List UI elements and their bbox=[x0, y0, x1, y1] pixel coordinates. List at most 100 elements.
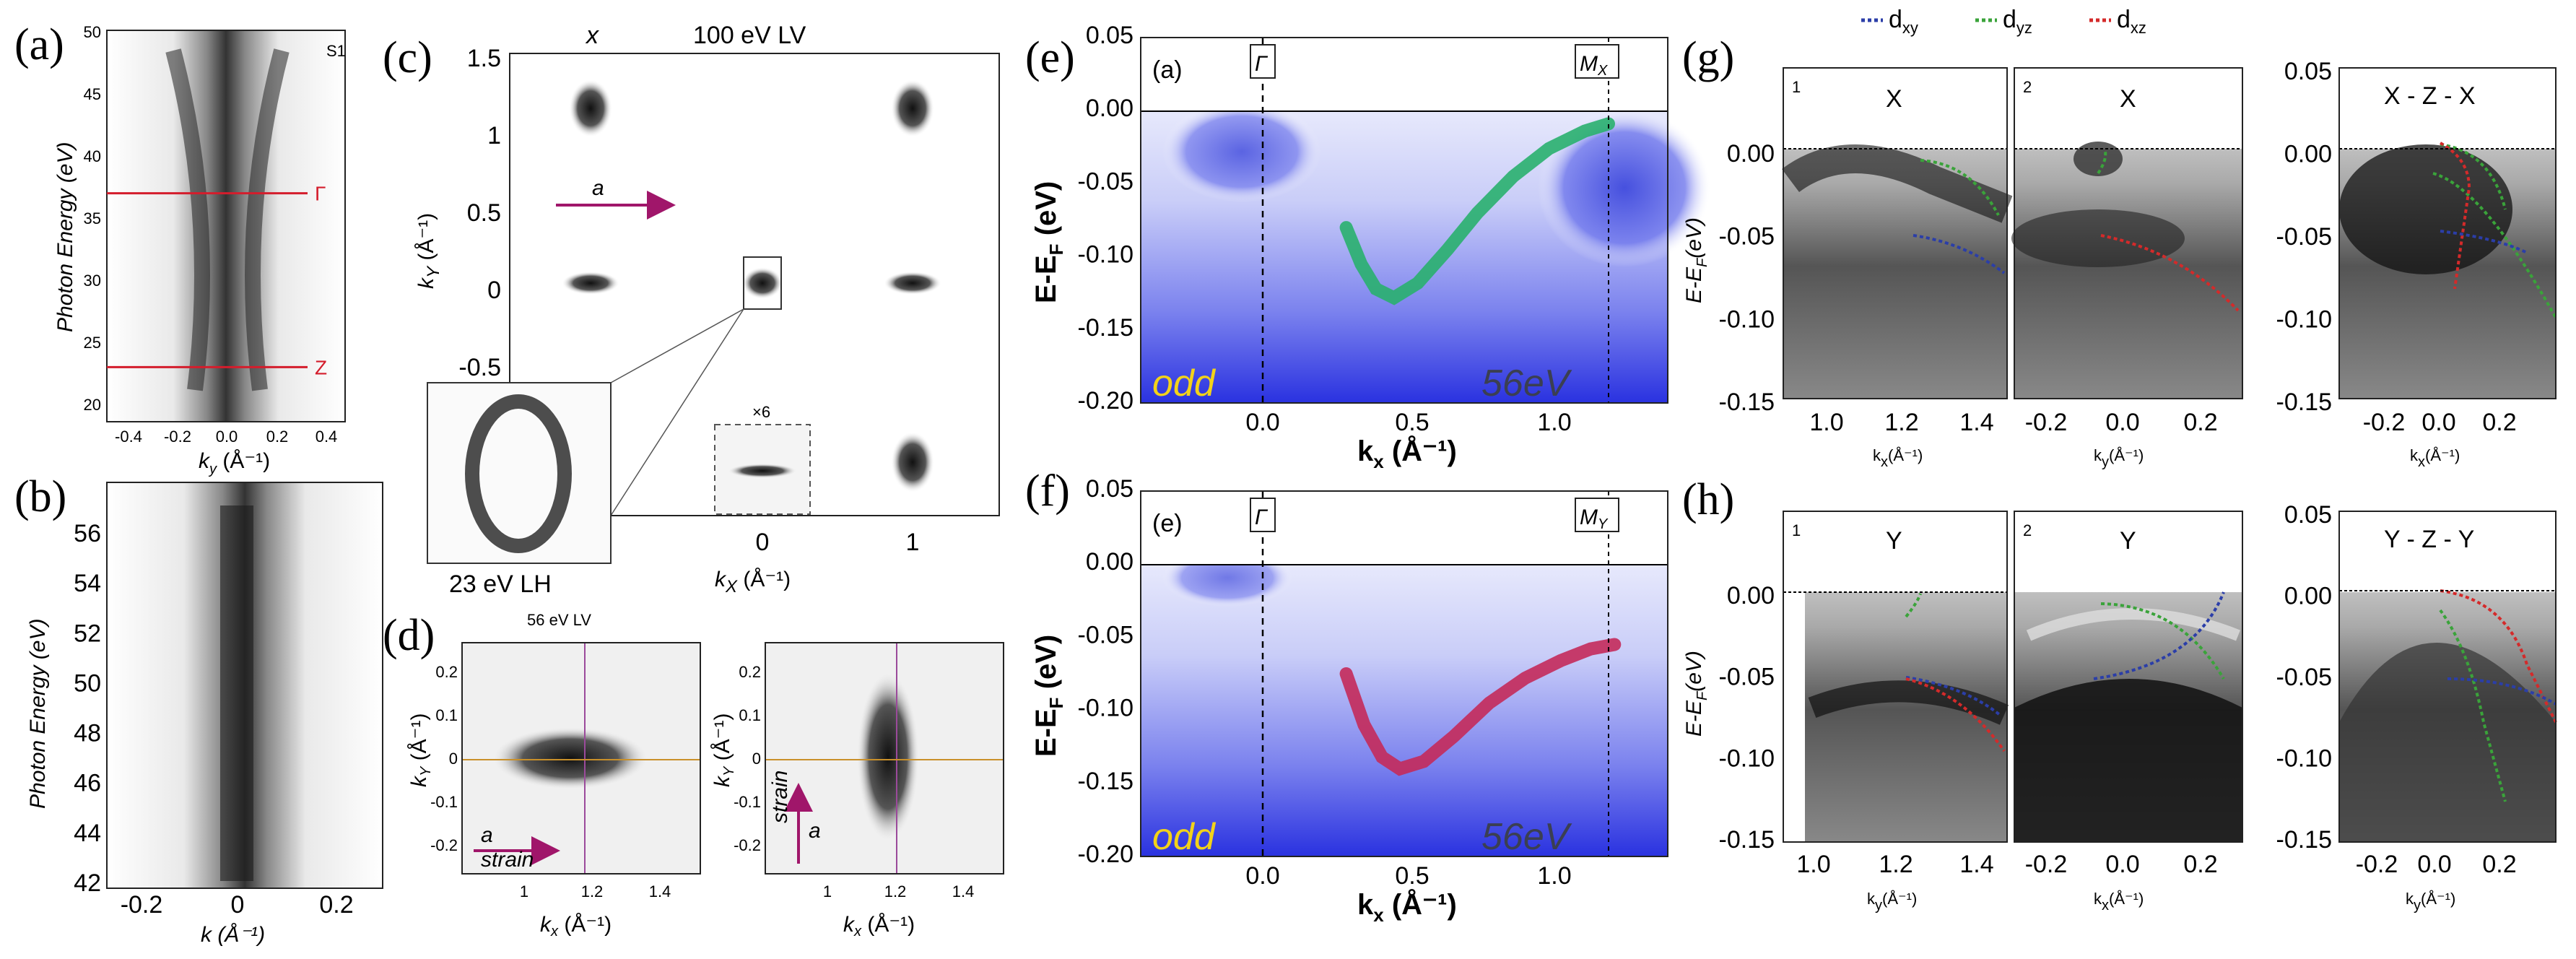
panel-c-corner: x bbox=[585, 22, 599, 49]
panel-g-ytick-3: -0.15 bbox=[1719, 389, 1775, 416]
panel-h-sub2-dxy bbox=[2093, 591, 2225, 680]
panel-d-right-ytick-2: 0 bbox=[752, 750, 761, 768]
panel-g-sub1-dyz bbox=[1920, 159, 2000, 216]
panel-d-title: 56 eV LV bbox=[527, 611, 591, 629]
panel-g-sub3-title: X - Z - X bbox=[2384, 82, 2476, 110]
panel-h-sub2-top bbox=[2014, 511, 2242, 592]
panel-g-ytick-2: -0.10 bbox=[1719, 305, 1775, 333]
panel-h-sub1-dxy bbox=[1905, 676, 2001, 716]
panel-c-zoom-line-2 bbox=[610, 308, 744, 516]
panel-c-xlabel: kX (Å⁻¹) bbox=[715, 568, 791, 596]
panel-f-m-label: MY bbox=[1580, 505, 1609, 532]
panel-b-ylabel: Photon Energy (eV) bbox=[26, 619, 50, 809]
panel-b-xtick-0: -0.2 bbox=[121, 891, 163, 919]
panel-label-f: (f) bbox=[1025, 467, 1070, 516]
panel-g-sub2-frame bbox=[2014, 67, 2243, 399]
orbital-legend: dxy dyz dxz bbox=[1861, 6, 2146, 37]
panel-a-bands bbox=[165, 48, 290, 391]
panel-a-energy-lines: ΓZ bbox=[107, 183, 327, 378]
panel-e-ytick-5: -0.20 bbox=[1078, 387, 1134, 415]
panel-h-sub3-title-bg bbox=[2361, 518, 2537, 556]
panel-c-mag-pocket bbox=[728, 464, 797, 478]
panel-d-right-ytick-0: 0.2 bbox=[739, 663, 761, 681]
panel-d-left-ytick-4: -0.2 bbox=[430, 836, 458, 854]
panel-d-left-xtick-2: 1.4 bbox=[649, 882, 671, 901]
panel-b-ytick-3: 50 bbox=[74, 669, 101, 697]
panel-e: Γ MX (a) odd 56eV 0.05 0.00 -0.05 -0.10 -0.1… bbox=[1030, 22, 1711, 472]
panel-f-odd: odd bbox=[1152, 816, 1217, 858]
panel-h-sub1-xtick-2: 1.4 bbox=[1959, 851, 1993, 878]
panel-e-ylabel: E-EF (eV) bbox=[1030, 181, 1067, 303]
panel-g-sub3-ytick-1: 0.00 bbox=[2284, 141, 2332, 168]
panel-g-ytick-1: -0.05 bbox=[1719, 223, 1775, 251]
panel-label-a: (a) bbox=[14, 20, 64, 69]
panel-e-xtick-0: 0.0 bbox=[1245, 409, 1279, 436]
panel-c-inset bbox=[427, 382, 612, 564]
panel-a-xlabel: ky (Å⁻¹) bbox=[199, 449, 270, 477]
panel-d-right-xtick-2: 1.4 bbox=[952, 882, 975, 901]
panel-d-left-pocket bbox=[491, 726, 650, 790]
panel-f-xtick-2: 1.0 bbox=[1537, 862, 1571, 890]
panel-h: 1 Y 2 Y Y - Z - Y 0.00-0.05-0.10-0.150.0… bbox=[1682, 501, 2557, 914]
panel-h-sub3-title: Y - Z - Y bbox=[2384, 526, 2474, 553]
panel-f-ytick-2: -0.05 bbox=[1078, 621, 1134, 648]
panel-e-ytick-3: -0.10 bbox=[1078, 241, 1134, 269]
panel-f: Γ MY (e) odd 56eV 0.05 0.00 -0.05 -0.10 -0.1… bbox=[1030, 475, 1668, 926]
panel-g-sub3-ytick-3: -0.10 bbox=[2276, 306, 2333, 334]
panel-c-ylabel: kY (Å⁻¹) bbox=[414, 213, 443, 289]
panel-c-ytick-0: 1.5 bbox=[467, 45, 501, 72]
panel-h-sub3-dxz bbox=[2440, 589, 2557, 723]
panel-h-sub2-upper bbox=[2026, 608, 2240, 641]
panel-f-gamma-label: Γ bbox=[1255, 505, 1269, 529]
panel-d-left-ytick-2: 0 bbox=[449, 750, 458, 768]
panel-h-sub2-xtick-2: 0.2 bbox=[2183, 851, 2217, 878]
panel-g-sub2-xlabel: ky(Å⁻¹) bbox=[2094, 446, 2144, 470]
panel-e-ytick-1: 0.00 bbox=[1086, 95, 1133, 122]
legend-label-xy: dxy bbox=[1889, 6, 1918, 37]
panel-f-xlabel: kx (Å⁻¹) bbox=[1357, 888, 1457, 926]
panel-c-pocket-4 bbox=[884, 272, 941, 295]
panel-g-sub1-num: 1 bbox=[1792, 78, 1801, 96]
panel-d-left-strain: strain bbox=[481, 848, 534, 872]
panel-c-zoom-line-1 bbox=[610, 308, 744, 383]
panel-d-right-xtick-1: 1.2 bbox=[884, 882, 907, 901]
panel-a-ytick-2: 40 bbox=[84, 147, 101, 165]
panel-f-ytick-4: -0.15 bbox=[1078, 768, 1134, 795]
panel-h-sub1-band bbox=[1808, 680, 2009, 725]
panel-a-xtick-0: -0.4 bbox=[115, 428, 142, 446]
panel-g-sub2-xtick-0: -0.2 bbox=[2025, 409, 2068, 436]
panel-g-sub2-top bbox=[2014, 68, 2242, 149]
panel-label-g: (g) bbox=[1682, 33, 1734, 82]
panel-g-sub2-title: X bbox=[2120, 85, 2136, 113]
panel-a-yticks: 50 45 40 35 30 25 20 bbox=[84, 23, 101, 414]
panel-h-sub2-frame bbox=[2014, 511, 2243, 843]
panel-e-xtick-2: 1.0 bbox=[1537, 409, 1571, 436]
panel-g-sub3-band bbox=[2339, 144, 2512, 274]
panel-f-frame bbox=[1140, 490, 1668, 857]
panel-b-frame bbox=[106, 482, 383, 889]
panel-h-sub3-ytick-3: -0.10 bbox=[2276, 745, 2333, 773]
panel-g-sub3-xtick-1: 0.0 bbox=[2421, 409, 2455, 436]
panel-label-c: (c) bbox=[383, 33, 432, 82]
panel-g-sub3-ytick-0: 0.05 bbox=[2284, 58, 2332, 85]
panel-e-odd: odd bbox=[1152, 363, 1217, 404]
panel-a-ytick-1: 45 bbox=[84, 85, 101, 103]
panel-e-xticks: 0.0 0.5 1.0 bbox=[1245, 409, 1571, 436]
panel-f-ylabel: E-EF (eV) bbox=[1030, 635, 1067, 757]
panel-h-sub3-dxy bbox=[2447, 677, 2557, 706]
panel-d-left-yticks: 0.2 0.1 0 -0.1 -0.2 bbox=[430, 663, 458, 854]
panel-a-xtick-3: 0.2 bbox=[266, 428, 289, 446]
panel-e-band-gamma bbox=[1162, 101, 1321, 202]
panel-g-sub3-ytick-2: -0.05 bbox=[2276, 223, 2333, 251]
panel-g: 1 X 2 X X - Z - X 0.00-0.05-0.10-0.150.0… bbox=[1682, 58, 2557, 470]
panel-h-sub1-xlabel: ky(Å⁻¹) bbox=[1867, 890, 1917, 914]
panel-c-center-pocket bbox=[742, 267, 783, 299]
panel-e-xlabel: kx (Å⁻¹) bbox=[1357, 435, 1457, 472]
panel-label-d: (d) bbox=[383, 611, 435, 660]
panel-b-ytick-0: 56 bbox=[74, 520, 101, 547]
panel-h-sub2-xtick-1: 0.0 bbox=[2105, 851, 2139, 878]
panel-h-sub1-frame bbox=[1783, 511, 2008, 843]
panel-a-image bbox=[107, 30, 345, 422]
panel-b-ytick-1: 54 bbox=[74, 570, 101, 597]
panel-e-energy: 56eV bbox=[1481, 363, 1572, 404]
